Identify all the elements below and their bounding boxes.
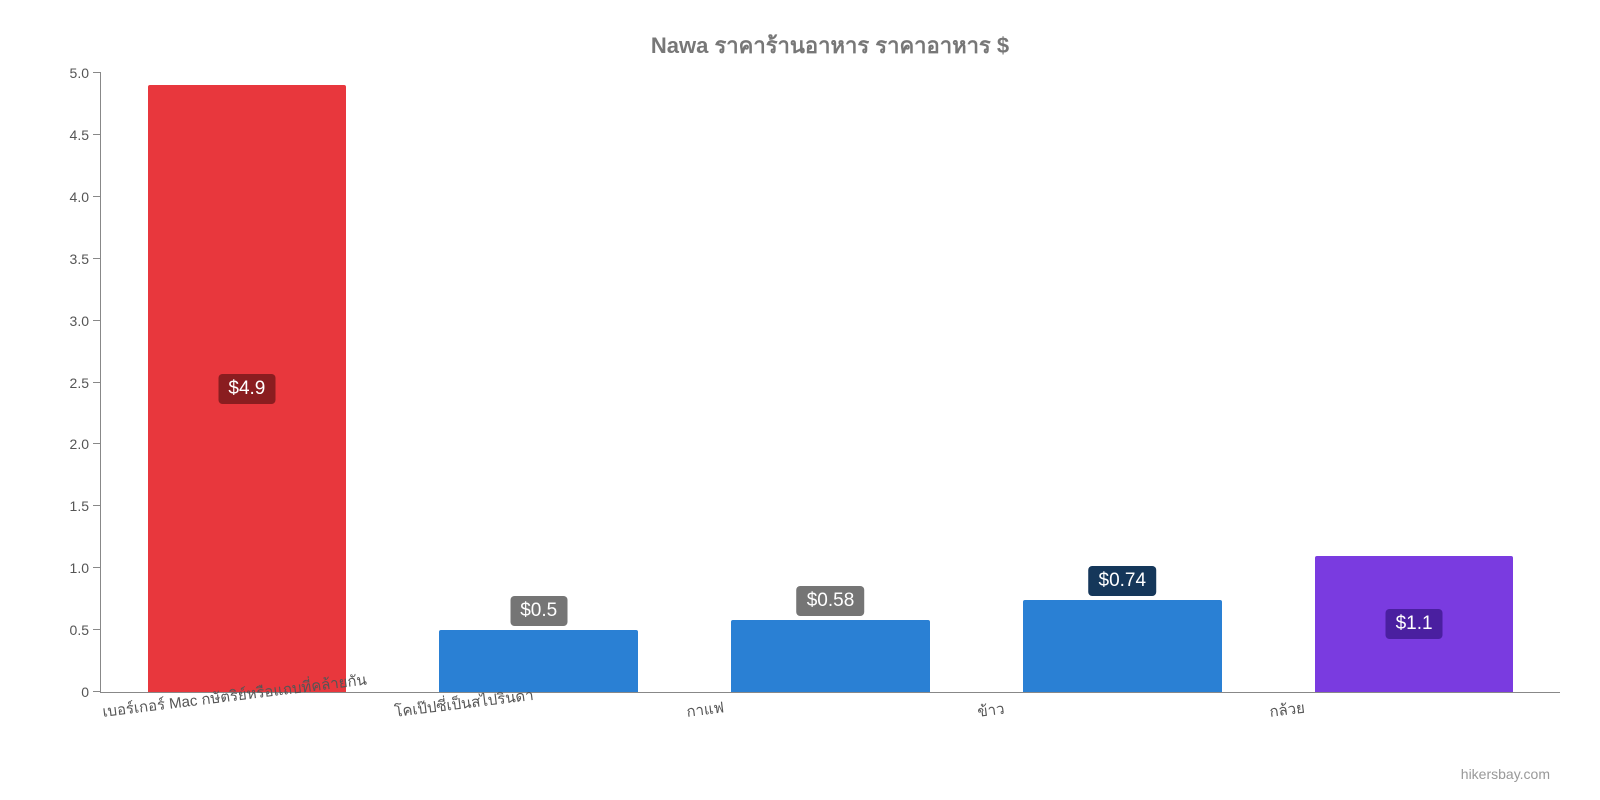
chart-title: Nawa ราคาร้านอาหาร ราคาอาหาร $ bbox=[100, 28, 1560, 63]
y-tick-label: 1.0 bbox=[70, 560, 101, 576]
attribution-text: hikersbay.com bbox=[1461, 766, 1550, 782]
bar-value-label: $1.1 bbox=[1386, 609, 1443, 639]
bar-slot: $0.74 bbox=[976, 73, 1268, 692]
y-tick-label: 4.5 bbox=[70, 127, 101, 143]
y-tick-label: 4.0 bbox=[70, 189, 101, 205]
y-tick-label: 5.0 bbox=[70, 65, 101, 81]
bar: $0.74 bbox=[1023, 600, 1221, 692]
y-tick-label: 3.5 bbox=[70, 251, 101, 267]
bar: $4.9 bbox=[148, 85, 346, 692]
y-tick-label: 3.0 bbox=[70, 313, 101, 329]
bar: $1.1 bbox=[1315, 556, 1513, 692]
bar-chart: Nawa ราคาร้านอาหาร ราคาอาหาร $ 0 0.5 1.0 1.… bbox=[0, 0, 1600, 800]
bar-slot: $0.58 bbox=[685, 73, 977, 692]
x-axis-label: ข้าว bbox=[976, 697, 1006, 724]
y-tick-label: 2.0 bbox=[70, 436, 101, 452]
y-tick-label: 1.5 bbox=[70, 498, 101, 514]
bar-value-label: $0.5 bbox=[510, 596, 567, 626]
bar: $0.58 bbox=[731, 620, 929, 692]
bar-value-label: $0.74 bbox=[1089, 566, 1157, 596]
bar: $0.5 bbox=[439, 630, 637, 692]
bar-value-label: $4.9 bbox=[218, 374, 275, 404]
x-axis-label: กล้วย bbox=[1268, 696, 1306, 724]
bar-slot: $4.9 bbox=[101, 73, 393, 692]
bar-value-label: $0.58 bbox=[797, 586, 865, 616]
bar-slot: $1.1 bbox=[1268, 73, 1560, 692]
plot-area: 00.51.01.52.02.53.03.54.04.55.0 $4.9$0.5… bbox=[100, 73, 1560, 693]
y-tick-label: 2.5 bbox=[70, 375, 101, 391]
bars-container: $4.9 $0.5 $0.58 $0.74 $1.1 bbox=[101, 73, 1560, 692]
x-axis-label: กาแฟ bbox=[685, 695, 725, 723]
y-tick-label: 0.5 bbox=[70, 622, 101, 638]
y-tick-label: 0 bbox=[81, 684, 101, 700]
bar-slot: $0.5 bbox=[393, 73, 685, 692]
